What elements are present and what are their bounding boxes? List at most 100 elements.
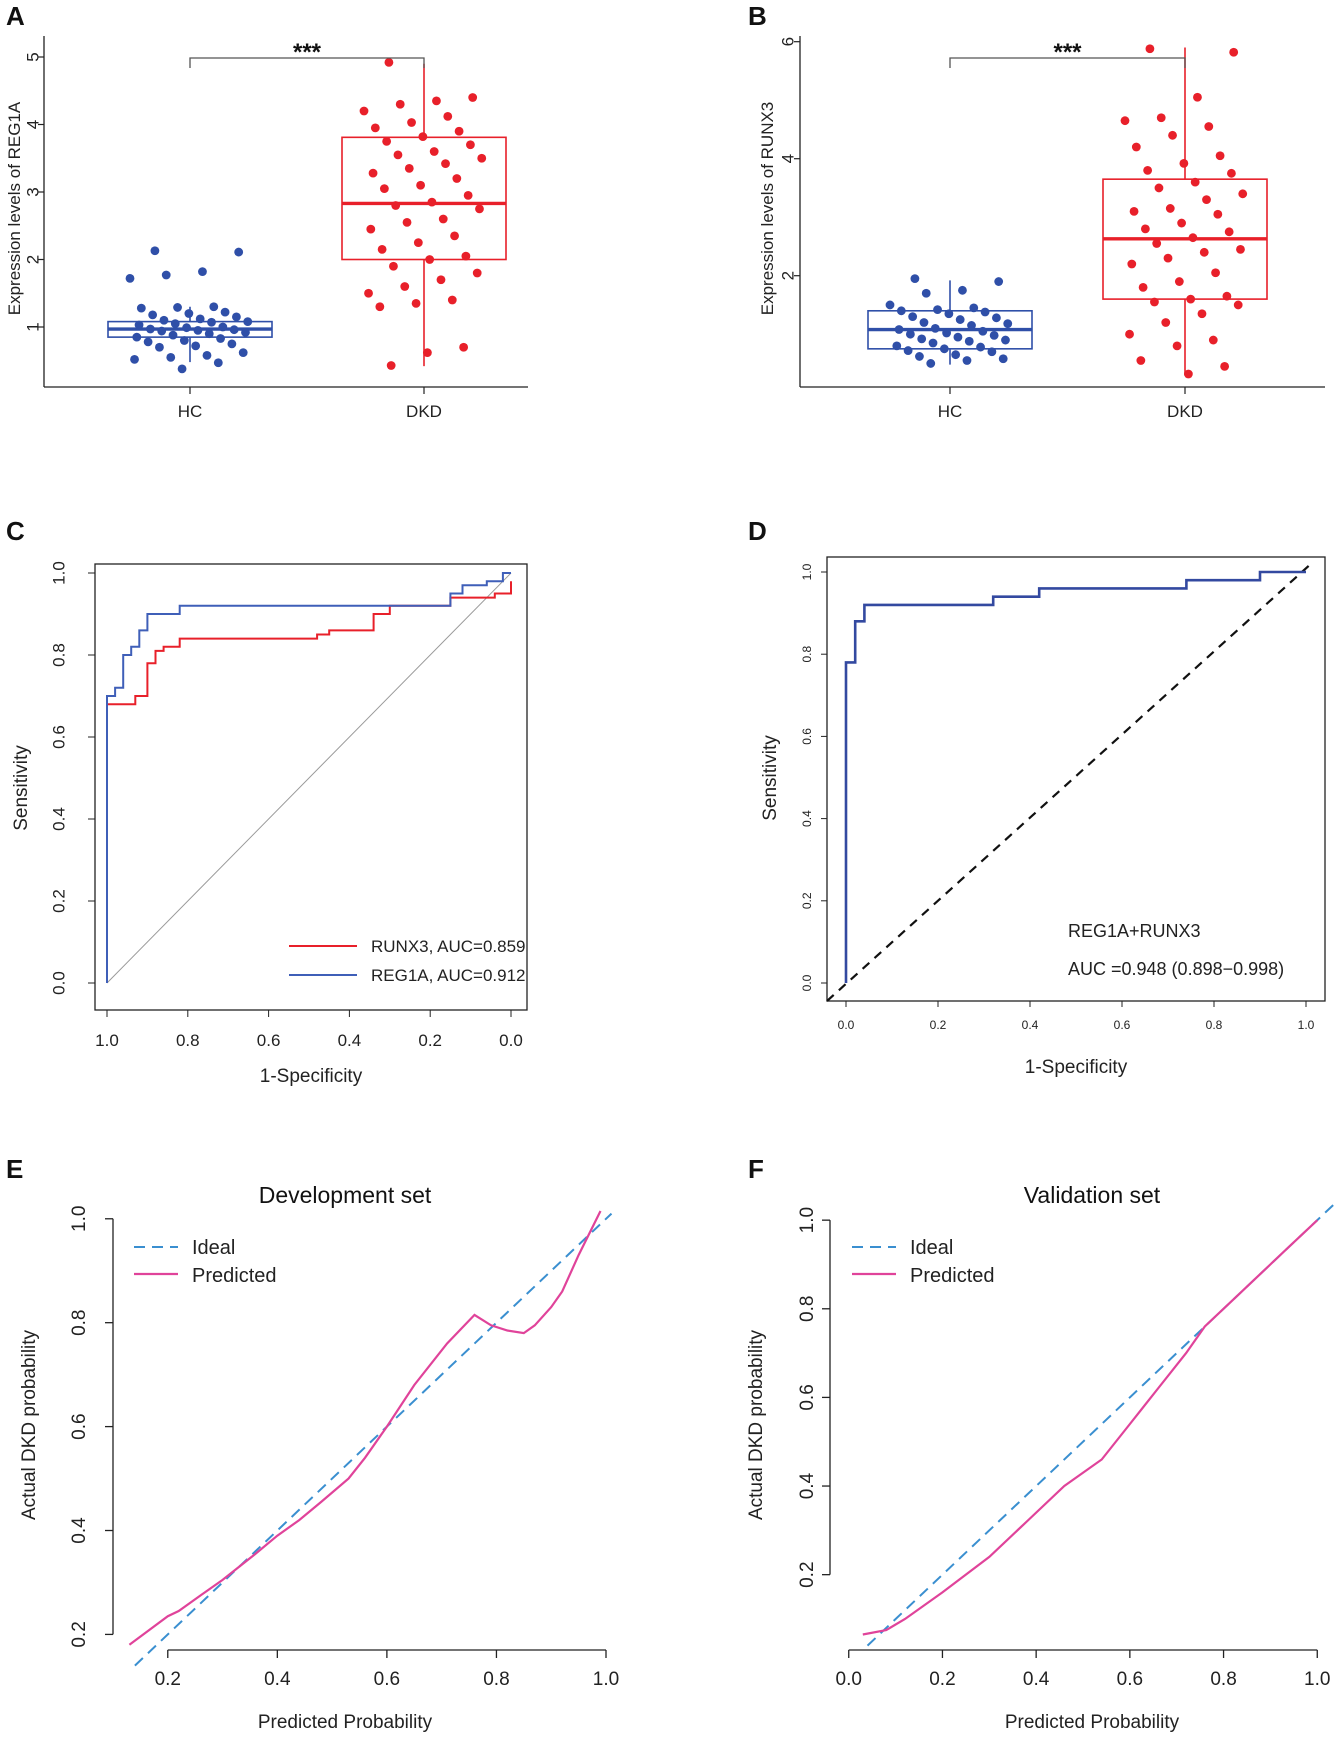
data-point (413, 238, 423, 248)
roc-line-runx3 (106, 581, 512, 983)
data-point (1143, 166, 1153, 175)
data-point (921, 288, 931, 298)
x-tick-label: 0.4 (338, 1031, 362, 1050)
data-point (1001, 335, 1010, 345)
x-tick-label-dkd: DKD (1167, 402, 1203, 421)
data-point (379, 184, 389, 194)
data-point (1199, 247, 1209, 257)
data-point (384, 58, 394, 67)
data-point (447, 295, 457, 305)
data-point (987, 347, 997, 357)
y-tick-label: 2 (23, 255, 42, 264)
data-point (382, 136, 392, 146)
data-point (1152, 239, 1162, 248)
roc-chart-D: 0.0 0.2 0.4 0.6 0.8 1.0 0.0 0.2 0.4 0.6 0.8 1.0 1-Sp… (760, 556, 1326, 1078)
y-tick-label: 1.0 (800, 563, 814, 580)
significance-bracket (189, 57, 425, 68)
legend-label-predicted: Predicted (192, 1265, 277, 1287)
data-point (386, 361, 396, 370)
data-point (992, 313, 1001, 323)
y-tick-label: 5 (23, 52, 42, 61)
data-point (910, 274, 920, 284)
x-tick-label: 0.8 (1210, 1669, 1236, 1690)
data-point (182, 323, 192, 333)
x-tick-label: 1.0 (1298, 1018, 1315, 1032)
data-point (915, 352, 924, 361)
data-point (908, 312, 918, 322)
data-point (1156, 113, 1166, 123)
data-point (475, 204, 484, 214)
data-point (179, 336, 189, 345)
data-point (418, 132, 428, 142)
box-chart-A: 1 2 3 4 5 Expression levels of REG1A HC DKD *** (5, 36, 528, 421)
x-tick-label: 0.2 (930, 1018, 947, 1032)
data-point (427, 197, 437, 207)
data-point (377, 244, 387, 254)
data-point (944, 309, 954, 319)
ideal-line (134, 1212, 613, 1667)
data-point (1150, 297, 1159, 307)
data-point (1193, 92, 1202, 102)
data-point (238, 348, 248, 358)
data-point (989, 330, 999, 340)
x-axis-title: 1-Specificity (1025, 1057, 1128, 1078)
panel-label-D: D (748, 516, 767, 546)
data-point (1224, 227, 1234, 237)
data-point (998, 354, 1008, 364)
panels-group: 1 2 3 4 5 Expression levels of REG1A HC DKD *** A… (5, 1, 1337, 1733)
annotation-model-label: REG1A+RUNX3 (1068, 921, 1201, 941)
data-point (917, 334, 927, 344)
data-point (1222, 291, 1232, 301)
x-tick-label: 0.0 (838, 1018, 855, 1032)
x-tick-label: 1.0 (593, 1669, 619, 1690)
panel-label-C: C (6, 516, 25, 546)
box-chart-B: 2 4 6 Expression levels of RUNX3 HC DKD *** (758, 36, 1325, 421)
y-tick-label: 0.2 (797, 1561, 818, 1587)
data-point (1136, 356, 1146, 365)
data-point (425, 255, 435, 264)
data-point (1145, 44, 1155, 54)
data-point (1233, 300, 1243, 310)
data-point (468, 93, 478, 102)
data-point (1120, 116, 1130, 126)
data-point (184, 309, 194, 318)
x-tick-label: 0.2 (929, 1669, 955, 1690)
data-point (193, 325, 203, 335)
chart-title: Validation set (1024, 1182, 1161, 1208)
y-tick-label: 0.4 (69, 1517, 90, 1544)
box-dkd (1102, 44, 1268, 379)
x-tick-label: 0.2 (418, 1031, 442, 1050)
data-point (441, 159, 450, 169)
data-point (953, 332, 963, 342)
roc-line-combined (844, 570, 1306, 983)
data-point (1165, 204, 1175, 213)
data-point (148, 310, 158, 320)
y-tick-label: 0.0 (800, 974, 814, 991)
data-point (168, 330, 178, 340)
data-point (964, 336, 974, 346)
y-tick-label: 4 (23, 120, 42, 129)
data-point (391, 201, 401, 210)
data-point (368, 168, 378, 178)
data-point (1238, 189, 1248, 199)
y-tick-label: 0.2 (49, 889, 68, 913)
y-tick-label: 0.6 (797, 1384, 818, 1410)
data-point (389, 261, 398, 271)
data-point (173, 303, 182, 312)
data-point (177, 364, 187, 374)
plot-frame (826, 556, 1326, 1002)
data-point (1236, 244, 1245, 254)
data-point (1213, 209, 1223, 219)
reference-diagonal (106, 572, 512, 984)
data-point (978, 326, 988, 336)
x-tick-label-hc: HC (178, 402, 203, 421)
x-tick-label-dkd: DKD (406, 402, 442, 421)
data-point (393, 150, 403, 160)
data-point (132, 332, 142, 342)
y-tick-label: 4 (778, 154, 797, 163)
data-point (364, 288, 373, 298)
y-tick-label: 3 (23, 187, 42, 196)
data-point (234, 247, 244, 257)
legend-label-ideal: Ideal (910, 1237, 953, 1259)
significance-stars: *** (293, 39, 322, 66)
